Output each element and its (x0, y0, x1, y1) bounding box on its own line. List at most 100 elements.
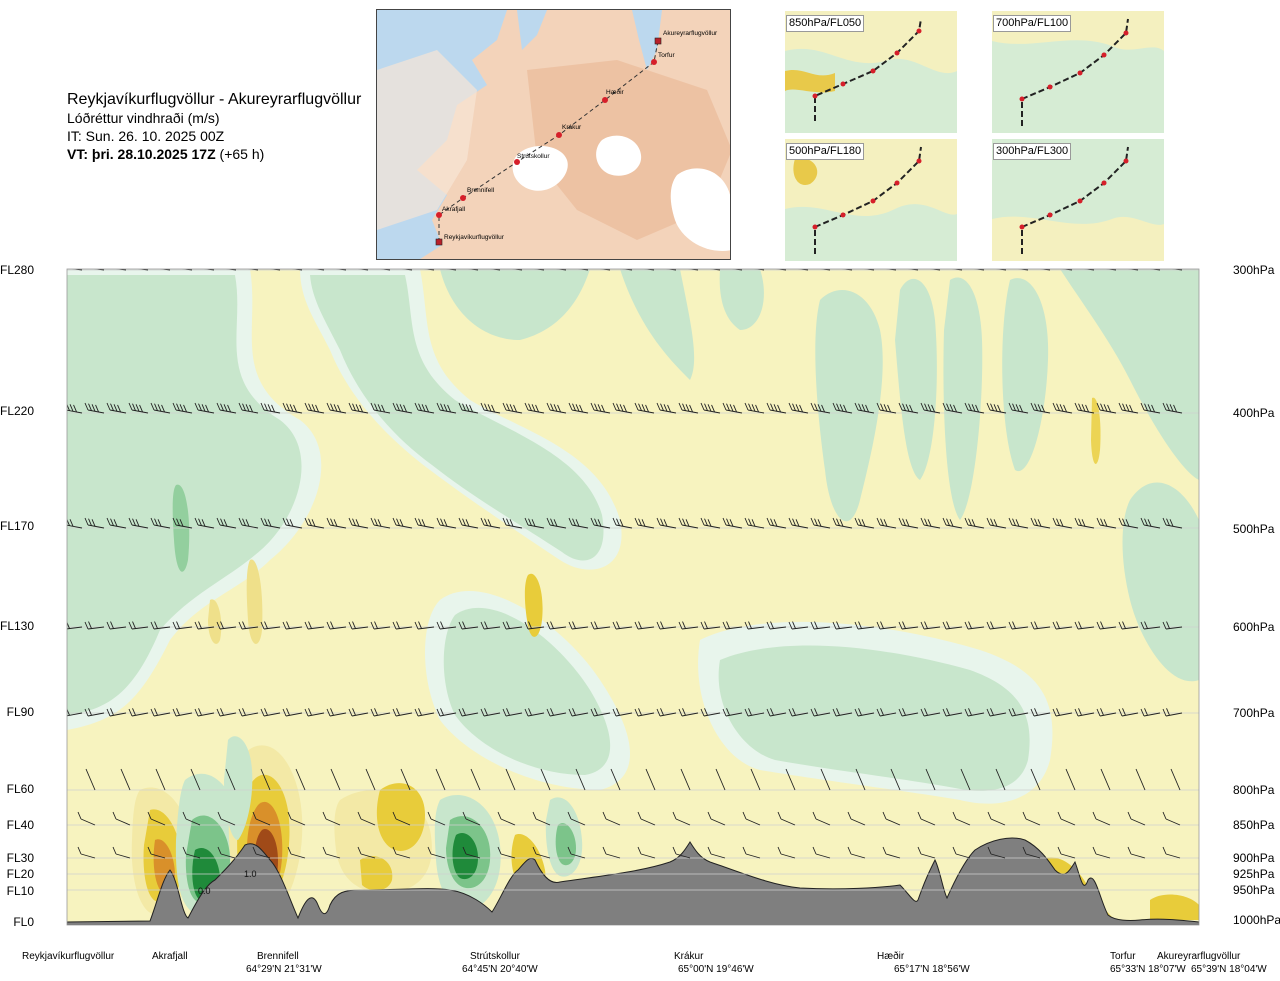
wind-barb (172, 621, 193, 630)
fl-label-10: FL10 (6, 884, 34, 898)
valid-time-offset: (+65 h) (219, 146, 265, 162)
wind-barb (742, 811, 761, 826)
thumb-850hpa-label: 850hPa/FL050 (786, 15, 865, 32)
wind-barb (590, 708, 611, 717)
wind-barb (304, 402, 325, 414)
wind-barb (987, 846, 1006, 859)
contour-region (376, 783, 425, 851)
wind-barb (1162, 402, 1183, 414)
contour-region (555, 823, 576, 866)
wind-barb (612, 708, 633, 717)
valid-time: VT: þri. 28.10.2025 17Z (+65 h) (67, 145, 361, 163)
wind-barb (788, 517, 809, 529)
wind-barb (238, 708, 259, 717)
wind-barb (313, 269, 325, 271)
contour-region (310, 275, 604, 561)
wind-barb (326, 517, 347, 529)
wind-barb (854, 708, 875, 717)
map-point-torfur (651, 59, 657, 65)
hpa-label-400: 400hPa (1233, 406, 1275, 420)
wind-barb (995, 768, 1006, 791)
wind-barb (925, 768, 936, 791)
wind-barb (672, 811, 691, 826)
wind-barb (920, 517, 941, 529)
contour-region (1091, 397, 1101, 464)
wind-barb (540, 768, 551, 791)
wind-barb (634, 402, 655, 414)
wind-barb (392, 846, 411, 859)
wind-barb (427, 846, 446, 859)
wind-barb (269, 269, 281, 271)
fl-label-20: FL20 (6, 867, 34, 881)
map-label-akrafjall: Akrafjall (442, 206, 466, 213)
wind-barb (84, 402, 105, 414)
contour-region (360, 856, 393, 891)
contour-region (943, 277, 983, 520)
thumb-500hpa[interactable]: 500hPa/FL180 (785, 139, 957, 261)
thumb-700hpa-map (992, 11, 1164, 133)
wind-barb (700, 517, 721, 529)
wind-barb (854, 402, 875, 414)
wind-barb (182, 846, 201, 859)
fl-label-220: FL220 (0, 404, 35, 418)
wind-barb (194, 517, 215, 529)
wind-barb (120, 768, 131, 791)
wind-barb (1008, 621, 1029, 630)
map-label-torfur: Torfur (658, 52, 675, 59)
wind-barb (1057, 846, 1076, 859)
wind-barb (41, 403, 60, 413)
wind-barb (1030, 517, 1051, 529)
chart-header: Reykjavíkurflugvöllur - Akureyrarflugvöl… (67, 91, 361, 163)
wind-barb (291, 269, 303, 271)
wind-barb (610, 768, 621, 791)
wind-barb (1135, 768, 1146, 791)
wind-barb (435, 768, 446, 791)
wind-barb (51, 769, 60, 790)
wind-barb (590, 621, 611, 630)
wind-barb (532, 811, 551, 826)
map-point-akrafjall (436, 212, 442, 218)
wind-barb (480, 402, 501, 414)
wind-barb (260, 708, 281, 717)
wind-barb (1017, 269, 1029, 271)
thumb-700hpa[interactable]: 700hPa/FL100 (992, 11, 1164, 133)
wind-barb (753, 269, 765, 271)
wind-barb (304, 708, 325, 717)
thumb-850hpa[interactable]: 850hPa/FL050 (785, 11, 957, 133)
wind-barb (612, 402, 633, 414)
wind-barb (106, 402, 127, 414)
wind-barb (247, 269, 259, 271)
wind-barb (216, 402, 237, 414)
wind-barb (672, 846, 691, 859)
wind-barb (722, 402, 743, 414)
wind-barb (502, 517, 523, 529)
wind-barb (797, 269, 809, 271)
glacier-langjokull (512, 145, 568, 191)
wind-barb (357, 846, 376, 859)
wind-barb (885, 269, 897, 271)
wind-barb (252, 846, 271, 859)
wind-barb (568, 402, 589, 414)
wind-barb (898, 517, 919, 529)
hpa-label-900: 900hPa (1233, 851, 1275, 865)
wind-barb (41, 518, 60, 528)
contour-label-0: 0.0 (198, 886, 211, 896)
wind-barb (379, 269, 391, 271)
contour-region (620, 269, 695, 380)
contour-region (208, 599, 222, 644)
wind-barb (43, 847, 60, 858)
wind-barb (942, 708, 963, 717)
map-label-krakur: Krákur (562, 124, 582, 131)
wind-barb (252, 811, 271, 826)
map-label-akureyri: Akureyrarflugvöllur (663, 30, 718, 37)
wind-barb (1096, 517, 1117, 529)
x-coord-krakur: 65°00'N 19°46'W (678, 964, 754, 975)
thumb-300hpa[interactable]: 300hPa/FL300 (992, 139, 1164, 261)
wind-barb (1140, 708, 1161, 717)
valid-time-date: VT: þri. 28.10.2025 17Z (67, 146, 216, 162)
wind-barb (882, 846, 901, 859)
wind-barb (621, 269, 633, 271)
wind-barb (322, 846, 341, 859)
wind-barb (590, 402, 611, 414)
lowland-area (377, 50, 477, 230)
